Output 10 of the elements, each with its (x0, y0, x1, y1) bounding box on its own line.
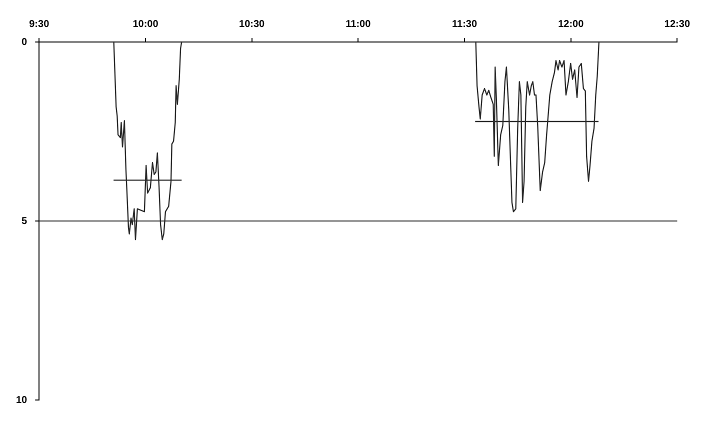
y-tick-label: 10 (16, 394, 28, 406)
x-tick-label: 12:00 (558, 18, 584, 30)
y-tick-label: 0 (22, 36, 28, 48)
x-tick-label: 11:00 (346, 18, 372, 30)
x-tick-label: 10:30 (239, 18, 266, 30)
x-tick-label: 9:30 (29, 18, 50, 30)
x-tick-label: 12:30 (664, 18, 690, 30)
x-tick-label: 11:30 (452, 18, 478, 30)
x-tick-label: 10:00 (132, 18, 159, 30)
y-tick-label: 5 (22, 216, 28, 227)
